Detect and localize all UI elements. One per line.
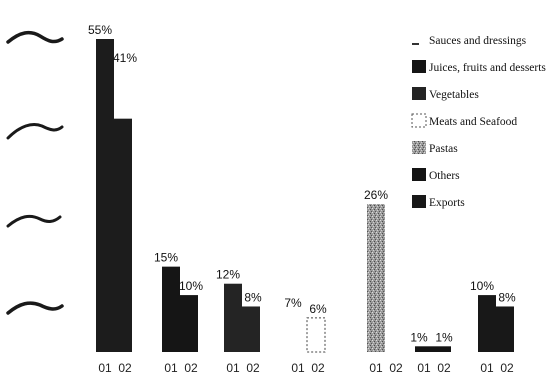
bar-label-sauces-and-dressings-01: 55% xyxy=(88,23,112,37)
bar-label-exports-01: 10% xyxy=(470,279,494,293)
x-tick-others-02: 02 xyxy=(437,361,451,375)
bar-exports-02 xyxy=(496,306,514,352)
bar-label-vegetables-01: 12% xyxy=(216,268,240,282)
bar-others-01 xyxy=(415,346,433,352)
bar-others-02 xyxy=(433,346,451,352)
bar-juices-fruits-and-desserts-02 xyxy=(180,295,198,352)
bar-label-others-02: 1% xyxy=(435,330,453,344)
x-tick-others-01: 01 xyxy=(417,361,431,375)
squiggle-4 xyxy=(6,301,64,315)
decorative-squiggles xyxy=(6,30,64,315)
x-tick-pastas-02: 02 xyxy=(389,361,403,375)
bar-label-exports-02: 8% xyxy=(498,290,516,304)
legend-swatch-vegetables xyxy=(412,87,426,100)
bar-exports-01 xyxy=(478,295,496,352)
x-tick-sauces-and-dressings-02: 02 xyxy=(118,361,132,375)
bar-label-others-01: 1% xyxy=(410,330,428,344)
bar-sauces-and-dressings-02 xyxy=(114,118,132,352)
squiggle-1 xyxy=(6,30,64,44)
squiggle-2 xyxy=(6,123,64,140)
legend-label-meats-and-seafood: Meats and Seafood xyxy=(429,116,517,128)
legend-label-exports: Exports xyxy=(429,197,465,209)
bar-meats-and-seafood-02 xyxy=(306,317,326,353)
x-tick-vegetables-02: 02 xyxy=(246,361,260,375)
x-tick-pastas-01: 01 xyxy=(369,361,383,375)
bar-vegetables-02 xyxy=(242,306,260,352)
legend-swatch-juices-fruits-and-desserts xyxy=(412,60,426,73)
legend-swatch-pastas xyxy=(412,141,426,154)
bar-juices-fruits-and-desserts-01 xyxy=(162,266,180,352)
x-tick-exports-01: 01 xyxy=(480,361,494,375)
bar-label-juices-fruits-and-desserts-02: 10% xyxy=(179,279,203,293)
bar-label-pastas-02: 26% xyxy=(364,188,388,202)
bar-pastas-01 xyxy=(367,204,385,352)
legend-swatch-others xyxy=(412,168,426,181)
legend: Sauces and dressings Juices, fruits and d… xyxy=(411,35,546,209)
bar-label-meats-and-seafood-02: 6% xyxy=(309,302,327,316)
x-tick-exports-02: 02 xyxy=(500,361,514,375)
x-tick-meats-and-seafood-01: 01 xyxy=(291,361,305,375)
bar-meats-and-seafood-01 xyxy=(289,312,307,352)
bar-label-sauces-and-dressings-02: 41% xyxy=(113,51,137,65)
legend-label-juices-fruits-and-desserts: Juices, fruits and desserts xyxy=(429,62,546,74)
x-tick-sauces-and-dressings-01: 01 xyxy=(98,361,112,375)
legend-label-others: Others xyxy=(429,170,460,182)
x-tick-juices-fruits-and-desserts-02: 02 xyxy=(184,361,198,375)
legend-label-pastas: Pastas xyxy=(429,143,458,155)
bar-labels-layer: 55%41%15%10%12%8% 7% 6%26%1% 1%10%8% xyxy=(88,23,516,344)
squiggle-3 xyxy=(6,214,62,228)
x-ticks-layer: 01 02 01 02 01 02 01 02 01 02 01 02 01 02 xyxy=(98,361,514,375)
bar-label-juices-fruits-and-desserts-01: 15% xyxy=(154,251,178,265)
bar-label-vegetables-02: 8% xyxy=(244,290,262,304)
x-tick-meats-and-seafood-02: 02 xyxy=(311,361,325,375)
legend-label-sauces-and-dressings: Sauces and dressings xyxy=(429,35,527,47)
bar-label-meats-and-seafood-01: 7% xyxy=(284,296,302,310)
legend-swatch-exports xyxy=(412,195,426,208)
legend-swatch-meats-and-seafood xyxy=(411,113,427,128)
x-tick-vegetables-01: 01 xyxy=(226,361,240,375)
bar-sauces-and-dressings-01 xyxy=(96,39,114,352)
legend-label-vegetables: Vegetables xyxy=(429,89,479,101)
x-tick-juices-fruits-and-desserts-01: 01 xyxy=(164,361,178,375)
bars-layer xyxy=(96,39,514,353)
bar-vegetables-01 xyxy=(224,283,242,352)
legend-swatch-sauces-and-dressings xyxy=(412,43,419,45)
